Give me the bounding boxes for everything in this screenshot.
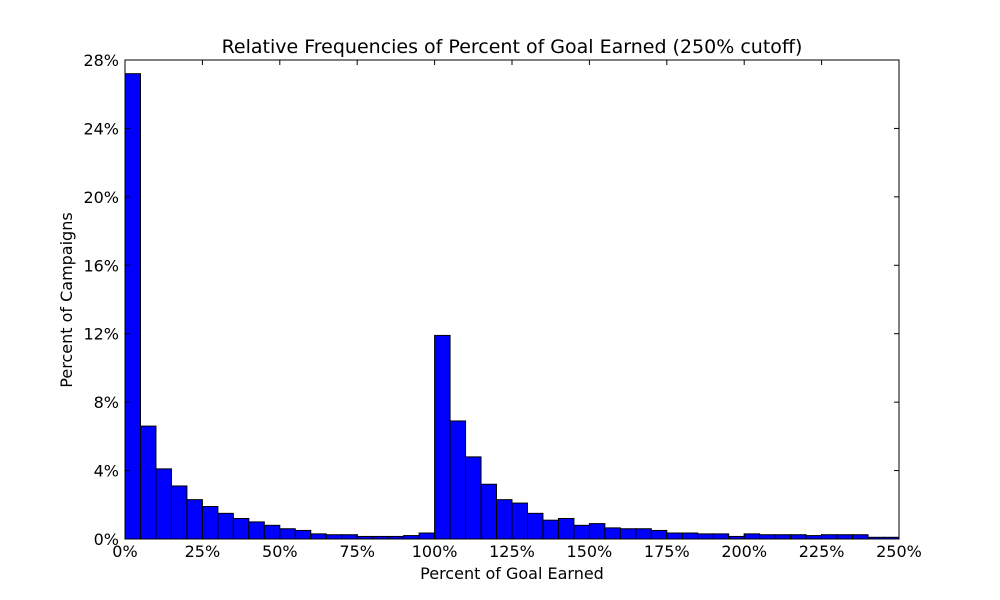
histogram-bar (310, 533, 327, 540)
histogram-bar (434, 334, 451, 540)
histogram-bar (821, 534, 838, 540)
histogram-bar (681, 532, 699, 540)
x-tick-label: 125% (489, 542, 535, 561)
histogram-bar (697, 533, 714, 540)
histogram-bar (232, 517, 250, 540)
histogram-bar (294, 529, 312, 540)
y-tick-label: 16% (83, 256, 119, 275)
y-tick-label: 12% (83, 325, 119, 344)
x-tick-label: 150% (567, 542, 613, 561)
histogram-bar (588, 523, 606, 540)
x-tick-label: 100% (412, 542, 458, 561)
histogram-bar (774, 534, 792, 540)
histogram-bar (341, 534, 358, 540)
y-tick-label: 4% (94, 462, 119, 481)
histogram-bar (201, 505, 219, 540)
x-axis-label: Percent of Goal Earned (420, 564, 604, 583)
histogram-bar (836, 534, 854, 540)
histogram-bar (155, 468, 172, 540)
x-tick-label: 250% (876, 542, 922, 561)
histogram-bar (480, 483, 498, 540)
histogram-bar (743, 533, 761, 540)
y-tick-label: 28% (83, 51, 119, 70)
x-ticks-group: 0% 25% 50% 75% 100% 125% 150% 175% 200% 225% 250% (112, 60, 922, 561)
y-ticks-group: 0% 4% 8% 12% 16% 20% 24% 28% (83, 51, 899, 549)
histogram-bar (124, 73, 141, 540)
histogram-bar (604, 527, 621, 540)
histogram-bar (666, 532, 683, 540)
y-tick-label: 0% (94, 530, 119, 549)
histogram-bar (759, 534, 776, 540)
chart-title: Relative Frequencies of Percent of Goal … (222, 36, 803, 58)
histogram-bar (418, 532, 436, 540)
histogram-bar (465, 456, 482, 540)
histogram-bar (526, 512, 544, 540)
histogram-bar (557, 517, 575, 540)
histogram-bar (325, 534, 343, 540)
histogram-bar (619, 528, 637, 540)
y-tick-label: 8% (94, 393, 119, 412)
histogram-bar (170, 485, 188, 540)
histogram-bar (511, 502, 528, 540)
x-tick-label: 75% (339, 542, 375, 561)
histogram-bar (449, 420, 467, 540)
x-tick-label: 50% (262, 542, 298, 561)
x-tick-label: 200% (721, 542, 767, 561)
y-axis-label: Percent of Campaigns (57, 212, 76, 387)
histogram-bar (263, 524, 281, 540)
histogram-bar (542, 519, 559, 540)
histogram-bar (217, 512, 234, 540)
histogram-bar (635, 528, 652, 540)
histogram-bar (805, 535, 823, 540)
histogram-bar (403, 535, 420, 540)
x-tick-label: 25% (185, 542, 221, 561)
y-tick-label: 24% (83, 119, 119, 138)
histogram-bar (790, 534, 807, 540)
y-tick-label: 20% (83, 188, 119, 207)
histogram-bar (712, 533, 730, 540)
histogram-bar (650, 529, 668, 540)
bars-group (124, 73, 900, 540)
x-tick-label: 175% (644, 542, 690, 561)
histogram-bar (139, 425, 157, 540)
histogram-bar (186, 499, 203, 540)
histogram-bar (248, 521, 265, 540)
x-tick-label: 0% (112, 542, 137, 561)
plot-area (125, 60, 899, 539)
histogram-bar (852, 534, 869, 540)
histogram-bar (496, 499, 513, 540)
x-tick-label: 225% (799, 542, 845, 561)
histogram-bar (573, 524, 590, 540)
histogram-bar (279, 528, 296, 540)
